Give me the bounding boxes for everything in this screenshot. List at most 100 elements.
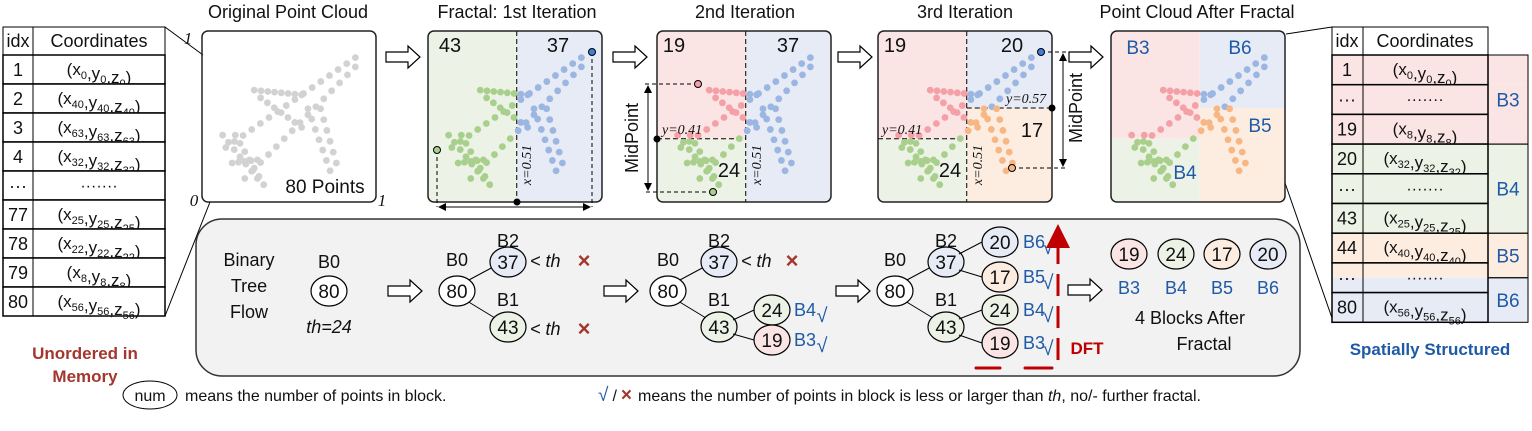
legend-mark-description: √ / × means the number of points in block i… <box>598 385 1201 406</box>
coord-subscript: 32 <box>1398 159 1410 171</box>
node-ellipse <box>489 311 527 343</box>
point <box>304 105 312 113</box>
coord-sep: ) <box>126 271 132 290</box>
point <box>936 181 944 189</box>
point <box>248 126 256 133</box>
point <box>725 104 733 112</box>
count-orange: 17 <box>1021 120 1043 142</box>
node-ellipse <box>981 261 1019 293</box>
split-label-y: y=0.57 <box>1004 92 1047 107</box>
title-after-fractal: Point Cloud After Fractal <box>1099 2 1294 22</box>
point <box>680 138 687 146</box>
point <box>941 114 949 121</box>
split-label-y: y=0.41 <box>880 123 922 138</box>
point <box>351 54 359 61</box>
row-fill <box>1332 292 1528 323</box>
leaf-node: 17 <box>981 261 1019 293</box>
b1-node: 43 <box>927 311 965 343</box>
point <box>1245 79 1252 87</box>
coord-letter: ,z <box>1435 217 1448 236</box>
b2-node: 37 <box>927 246 965 278</box>
node-value: 24 <box>1165 245 1187 266</box>
midpoint-label: MidPoint <box>622 103 642 173</box>
point <box>454 159 462 167</box>
point <box>1213 105 1221 113</box>
point <box>546 95 554 103</box>
tree-edge <box>732 309 755 321</box>
block-label: B5 <box>1211 278 1233 298</box>
node-ellipse <box>876 275 914 307</box>
coord-letter: ,y <box>1413 64 1427 83</box>
point <box>497 88 504 96</box>
node-ellipse <box>700 311 738 343</box>
point <box>1228 146 1236 154</box>
point <box>1200 119 1208 126</box>
max-point-marker <box>1037 48 1045 56</box>
left-table: idxCoordinates1(x0,y0,z0)2(x40,y40,z40)3… <box>2 26 166 386</box>
point <box>984 115 992 123</box>
point <box>791 79 798 87</box>
legend-slash: / <box>612 388 617 405</box>
idx-cell: 80 <box>8 292 28 312</box>
point <box>798 60 806 67</box>
point <box>451 138 458 146</box>
table-row: 80 (x56,y56,z56) <box>1331 291 1528 328</box>
table-row: ··· ······· <box>1331 83 1528 116</box>
point <box>931 173 939 180</box>
point <box>712 94 719 102</box>
point <box>254 156 261 164</box>
point <box>1140 131 1148 139</box>
point <box>537 126 545 133</box>
point <box>265 151 272 158</box>
point <box>1027 63 1035 71</box>
leaf-node: 19 <box>753 324 791 356</box>
coord-subscript: 8 <box>100 277 106 289</box>
coord-letter: ,z <box>106 68 119 87</box>
point <box>932 120 940 127</box>
point <box>291 90 299 98</box>
tree-edge <box>958 241 983 255</box>
coord-subscript: 56 <box>72 302 84 314</box>
point <box>461 158 468 166</box>
point <box>1232 127 1240 134</box>
check-icon: √ <box>817 335 828 357</box>
coord-letter: (x <box>1393 119 1408 138</box>
table-row: 20 (x32,y32,z32) <box>1331 143 1528 179</box>
coordinates-cell: (x32,y32,z32) <box>1383 149 1466 179</box>
point <box>1148 132 1156 139</box>
table-header <box>2 26 166 56</box>
block-label: B2 <box>708 231 730 251</box>
point <box>904 159 912 167</box>
point <box>231 138 238 145</box>
box-border <box>656 30 832 203</box>
block-label: B4 <box>794 300 816 320</box>
table-row: 19 (x8,y8,z8) <box>1331 113 1528 149</box>
point <box>763 115 771 123</box>
point <box>696 175 704 182</box>
point <box>265 114 273 121</box>
block-label: B0 <box>884 250 906 270</box>
point <box>503 109 511 117</box>
point-count-label: 80 Points <box>285 177 364 198</box>
block-label: B0 <box>318 252 340 272</box>
coord-subscript: 0 <box>1426 74 1432 86</box>
point <box>770 136 778 144</box>
point <box>239 132 247 139</box>
coord-letter: (x <box>1383 238 1398 257</box>
point <box>746 90 754 98</box>
row-fill <box>1332 233 1528 263</box>
block-label: B6 <box>1228 38 1251 59</box>
point <box>917 158 925 165</box>
point <box>915 132 923 139</box>
point <box>490 99 497 107</box>
coord-subscript: 25 <box>1423 223 1435 235</box>
coord-letter: ,z <box>1432 127 1445 146</box>
table-row: 77(x25,y25,z25) <box>2 199 166 235</box>
point <box>712 87 720 95</box>
coord-sep: ) <box>135 213 141 232</box>
cross-icon: × <box>578 316 591 341</box>
point <box>715 181 723 189</box>
coord-letter: ,z <box>109 242 122 261</box>
